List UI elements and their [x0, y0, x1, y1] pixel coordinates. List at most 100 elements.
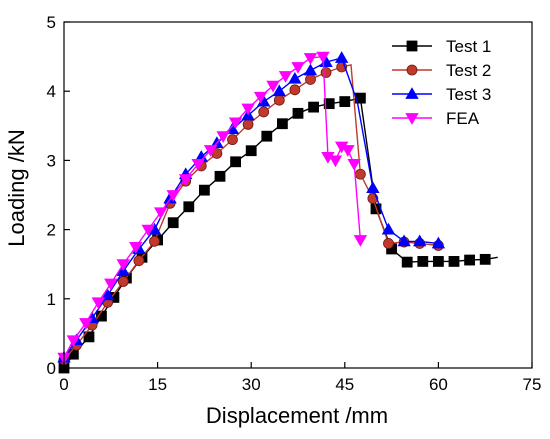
- data-point-fea: [328, 155, 343, 168]
- data-point-test-1: [479, 253, 491, 265]
- data-point-fea: [79, 318, 93, 330]
- data-point-fea: [266, 80, 280, 93]
- series-fea: [57, 51, 368, 365]
- data-point-fea: [228, 117, 243, 130]
- x-axis-label: Displacement /mm: [206, 403, 388, 428]
- data-point-fea: [166, 190, 180, 202]
- legend-marker: [405, 113, 419, 125]
- data-point-fea: [154, 207, 168, 220]
- data-point-test-2: [133, 255, 145, 267]
- data-point-test-1: [323, 98, 335, 110]
- y-tick-label: 2: [47, 221, 56, 240]
- data-point-fea: [278, 71, 293, 83]
- data-point-fea: [341, 145, 355, 157]
- data-point-test-2: [305, 74, 316, 85]
- data-point-fea: [353, 235, 368, 247]
- plot-marks: [57, 51, 498, 374]
- x-tick-label: 45: [335, 375, 354, 394]
- data-point-test-1: [432, 256, 444, 267]
- data-point-fea: [191, 158, 205, 171]
- x-axis-ticks: 0 15 30 45 60 75: [59, 362, 541, 394]
- data-point-test-3: [397, 234, 411, 247]
- legend-label: Test 1: [446, 37, 491, 56]
- data-point-fea: [104, 278, 118, 291]
- y-tick-label: 5: [47, 13, 56, 32]
- data-point-fea: [253, 91, 268, 104]
- data-point-test-1: [339, 96, 351, 107]
- data-point-test-1: [214, 170, 226, 182]
- series-test-3: [57, 51, 446, 363]
- data-point-test-2: [273, 94, 285, 106]
- x-tick-label: 75: [523, 375, 542, 394]
- x-tick-label: 15: [148, 375, 167, 394]
- data-point-test-2: [354, 168, 366, 180]
- legend-label: FEA: [446, 109, 480, 128]
- data-point-test-3: [334, 51, 349, 63]
- legend-label: Test 2: [446, 61, 491, 80]
- legend-entry-test-1: Test 1: [392, 37, 491, 56]
- data-point-fea: [347, 158, 361, 171]
- data-point-fea: [303, 53, 318, 65]
- data-point-test-3: [412, 234, 427, 247]
- data-point-fea: [129, 241, 143, 254]
- data-point-test-2: [242, 119, 254, 130]
- data-point-test-1: [167, 217, 179, 229]
- data-point-test-2: [258, 106, 270, 118]
- data-point-test-1: [230, 156, 242, 168]
- legend-marker: [406, 40, 418, 52]
- data-point-test-1: [83, 331, 95, 343]
- legend-label: Test 3: [446, 85, 491, 104]
- data-point-test-3: [303, 63, 318, 76]
- data-point-test-2: [227, 134, 238, 146]
- legend-entry-test-3: Test 3: [392, 85, 491, 104]
- data-point-test-2: [320, 67, 332, 78]
- data-point-fea: [66, 335, 81, 348]
- data-point-test-3: [272, 84, 286, 97]
- series-test-1: [58, 92, 498, 374]
- data-point-fea: [316, 51, 330, 64]
- data-point-fea: [178, 174, 193, 186]
- legend-entry-test-2: Test 2: [392, 61, 491, 80]
- data-point-test-1: [448, 256, 460, 267]
- data-point-test-3: [431, 236, 446, 249]
- data-point-test-3: [381, 222, 396, 235]
- data-point-test-3: [100, 288, 115, 301]
- data-point-test-2: [289, 84, 301, 96]
- data-point-fea: [116, 259, 130, 272]
- legend-marker: [405, 87, 419, 99]
- data-point-test-2: [149, 235, 160, 247]
- data-point-test-3: [366, 181, 380, 193]
- y-axis-label: Loading /kN: [4, 129, 29, 246]
- x-tick-label: 60: [429, 375, 448, 394]
- data-point-test-1: [401, 256, 413, 268]
- plot-frame: [63, 21, 533, 369]
- data-point-test-1: [198, 184, 210, 196]
- legend-entry-fea: FEA: [392, 109, 480, 128]
- data-point-fea: [91, 297, 106, 310]
- data-point-fea: [203, 145, 218, 157]
- data-point-test-1: [464, 254, 476, 266]
- data-point-fea: [141, 224, 155, 237]
- data-point-test-1: [308, 101, 320, 113]
- y-tick-label: 3: [47, 151, 56, 170]
- legend-marker: [406, 64, 418, 76]
- x-tick-label: 0: [59, 375, 68, 394]
- y-axis-ticks: 0 1 2 3 4 5: [47, 13, 70, 378]
- data-point-test-3: [288, 71, 302, 84]
- y-tick-label: 0: [47, 359, 56, 378]
- series-line-test-1: [63, 97, 498, 369]
- data-point-test-2: [117, 276, 129, 287]
- data-point-fea: [291, 62, 305, 74]
- data-point-test-1: [245, 145, 257, 157]
- x-tick-label: 30: [242, 375, 261, 394]
- series-line-test-3: [63, 57, 439, 359]
- data-point-test-1: [292, 107, 304, 119]
- y-tick-label: 4: [47, 82, 56, 101]
- data-point-test-1: [417, 256, 429, 267]
- y-tick-label: 1: [47, 290, 56, 309]
- data-point-fea: [216, 131, 230, 143]
- data-point-fea: [241, 103, 255, 116]
- legend: Test 1 Test 2 Test 3 FEA: [392, 37, 491, 128]
- data-point-test-1: [261, 130, 273, 142]
